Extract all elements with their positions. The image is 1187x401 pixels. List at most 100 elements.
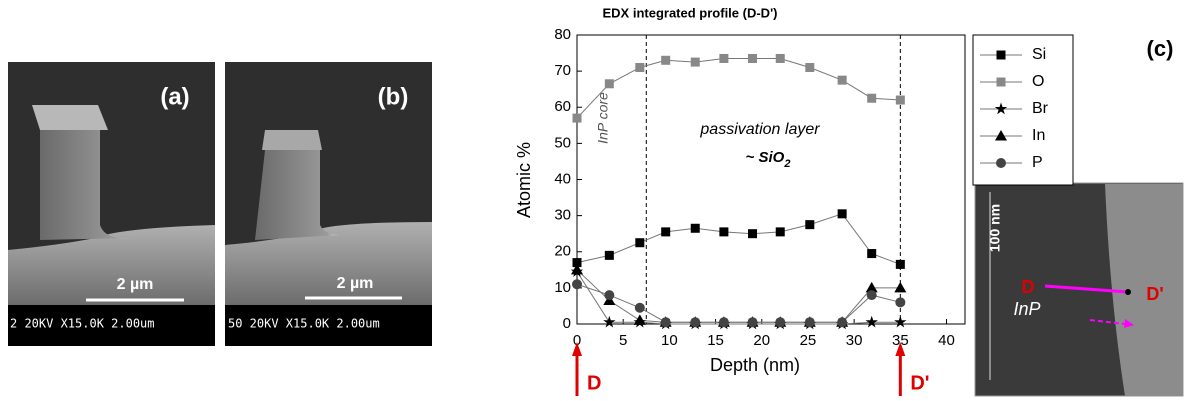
- y-tick-label: 40: [554, 170, 571, 187]
- legend-box: [972, 34, 1074, 186]
- data-point: [719, 53, 729, 63]
- arrow-label: D': [910, 372, 929, 394]
- marker-label: D: [1022, 277, 1035, 297]
- sem-info: 50 20KV X15.0K 2.00um: [228, 317, 380, 331]
- y-axis-label: Atomic %: [514, 142, 534, 218]
- legend-marker: [996, 158, 1006, 168]
- x-axis-label: Depth (nm): [710, 355, 800, 375]
- data-point: [775, 317, 786, 328]
- y-tick-label: 10: [554, 279, 571, 296]
- arrow-label: D: [587, 372, 601, 394]
- data-point: [635, 63, 645, 73]
- legend-label: O: [1032, 73, 1044, 90]
- data-point: [775, 227, 785, 237]
- legend-label: In: [1032, 127, 1045, 144]
- annotation: passivation layer: [699, 121, 820, 138]
- annotation: ~ SiO: [746, 149, 785, 166]
- y-tick-label: 20: [554, 243, 571, 260]
- sem-image-a: (a) 2 µm 2 20KV X15.0K 2.00um: [8, 62, 215, 346]
- data-point: [690, 317, 701, 328]
- legend-marker: [996, 77, 1006, 87]
- series-line: [576, 283, 901, 323]
- sem-image-b: (b) 2 µm 50 20KV X15.0K 2.00um: [225, 62, 432, 346]
- x-tick-label: 0: [573, 332, 581, 349]
- data-point: [894, 281, 907, 293]
- x-tick-label: 40: [938, 332, 955, 349]
- data-point: [572, 113, 582, 123]
- annotation: ~ SiO2: [746, 149, 791, 170]
- scale-label: 2 µm: [337, 275, 374, 292]
- data-point: [634, 302, 645, 313]
- data-point: [837, 75, 847, 85]
- data-point: [837, 317, 848, 328]
- legend-label: P: [1032, 154, 1043, 171]
- data-point: [719, 227, 729, 237]
- data-point: [804, 317, 815, 328]
- data-point: [747, 317, 758, 328]
- data-point: [660, 317, 671, 328]
- x-tick-label: 10: [661, 332, 678, 349]
- plot-frame: [576, 34, 966, 325]
- data-point: [718, 317, 729, 328]
- data-point: [837, 209, 847, 219]
- annotation: InP core: [595, 92, 611, 144]
- data-point: [894, 315, 907, 328]
- series-line: [576, 57, 901, 119]
- arrow-head: [572, 342, 582, 356]
- data-point: [748, 53, 758, 63]
- material-label: InP: [1013, 299, 1040, 319]
- data-point: [895, 259, 905, 269]
- data-point: [805, 63, 815, 73]
- series-line: [576, 269, 901, 323]
- y-tick-label: 60: [554, 98, 571, 115]
- scale-label: 100 nm: [987, 204, 1003, 252]
- data-point: [805, 220, 815, 230]
- tem-inset: 100 nm InP D D': [974, 182, 1184, 397]
- data-point: [895, 95, 905, 105]
- marker-label: D': [1146, 284, 1163, 304]
- chart-title: EDX integrated profile (D-D'): [603, 5, 778, 20]
- legend-marker: [994, 102, 1008, 115]
- arrow-head: [895, 342, 906, 356]
- data-point: [865, 281, 878, 293]
- legend-marker: [995, 130, 1007, 141]
- data-point: [867, 249, 877, 259]
- data-point: [661, 55, 671, 65]
- edx-chart: EDX integrated profile (D-D') Depth (nm)…: [514, 5, 1074, 375]
- data-point: [571, 263, 583, 275]
- y-tick-label: 50: [554, 134, 571, 151]
- data-point: [604, 79, 614, 89]
- data-point: [895, 297, 906, 308]
- data-point: [866, 290, 877, 301]
- x-tick-label: 30: [846, 332, 863, 349]
- y-tick-label: 80: [554, 26, 571, 43]
- data-point: [775, 53, 785, 63]
- y-tick-label: 0: [563, 315, 571, 332]
- legend-label: Br: [1032, 100, 1049, 117]
- legend-label: Si: [1032, 46, 1046, 63]
- x-tick-label: 5: [619, 332, 627, 349]
- data-point: [604, 290, 615, 301]
- data-point: [690, 57, 700, 67]
- y-tick-label: 30: [554, 207, 571, 224]
- panel-label: (a): [160, 83, 189, 110]
- x-tick-label: 15: [707, 332, 724, 349]
- data-point: [633, 314, 646, 325]
- data-point: [865, 315, 878, 328]
- series-line: [576, 213, 901, 265]
- y-tick-label: 70: [554, 62, 571, 79]
- x-tick-label: 20: [753, 332, 770, 349]
- panel-label: (b): [378, 83, 409, 110]
- data-point: [603, 315, 616, 328]
- sem-info: 2 20KV X15.0K 2.00um: [10, 317, 155, 331]
- data-point: [867, 93, 877, 103]
- data-point: [604, 250, 614, 260]
- x-tick-label: 35: [892, 332, 909, 349]
- x-tick-label: 25: [800, 332, 817, 349]
- series-line: [576, 271, 901, 325]
- annotation-subscript: 2: [783, 158, 790, 170]
- data-point: [635, 238, 645, 248]
- data-point: [748, 229, 758, 239]
- data-point: [572, 279, 582, 290]
